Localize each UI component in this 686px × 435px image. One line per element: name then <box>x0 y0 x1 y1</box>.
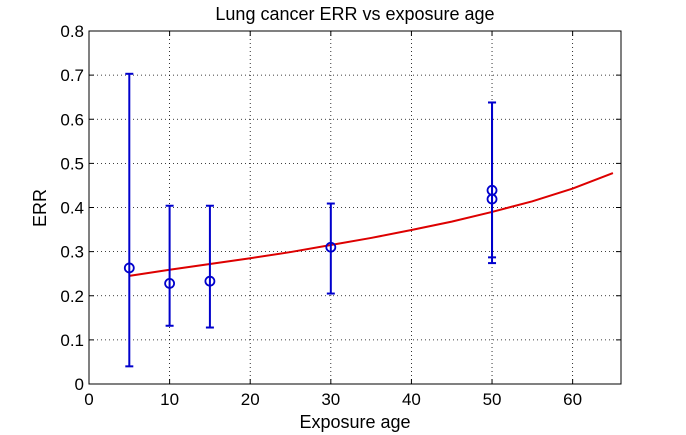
y-tick-label: 0.4 <box>60 199 84 218</box>
data-point-marker <box>123 262 135 274</box>
data-point-group <box>204 204 216 329</box>
data-point-marker <box>204 275 216 287</box>
data-point-marker <box>325 241 337 253</box>
y-tick-label: 0.7 <box>60 66 84 85</box>
data-point-marker <box>164 277 176 289</box>
data-point-group <box>123 72 135 368</box>
x-tick-label: 20 <box>241 390 260 409</box>
y-tick-label: 0.3 <box>60 243 84 262</box>
data-point-group <box>164 204 176 327</box>
y-tick-label: 0.8 <box>60 22 84 41</box>
x-axis-title: Exposure age <box>299 412 410 432</box>
data-point-group <box>325 202 337 295</box>
y-tick-label: 0.1 <box>60 331 84 350</box>
ticks: 0 10 20 30 40 50 60 0 0.1 0.2 0.3 0.4 0.5 0.6 0.7 0.8 <box>60 22 621 409</box>
y-tick-label: 0.6 <box>60 110 84 129</box>
y-tick-label: 0.2 <box>60 287 84 306</box>
x-tick-label: 50 <box>483 390 502 409</box>
x-tick-label: 0 <box>84 390 93 409</box>
x-tick-label: 10 <box>160 390 179 409</box>
data-point-marker <box>486 193 498 205</box>
chart-title: Lung cancer ERR vs exposure age <box>215 4 494 24</box>
y-tick-label: 0.5 <box>60 154 84 173</box>
y-tick-label: 0 <box>75 375 84 394</box>
x-tick-label: 30 <box>321 390 340 409</box>
x-tick-label: 40 <box>402 390 421 409</box>
data-point-group <box>486 101 498 265</box>
series-layer <box>123 72 614 368</box>
x-tick-label: 60 <box>563 390 582 409</box>
y-axis-title: ERR <box>30 189 50 227</box>
